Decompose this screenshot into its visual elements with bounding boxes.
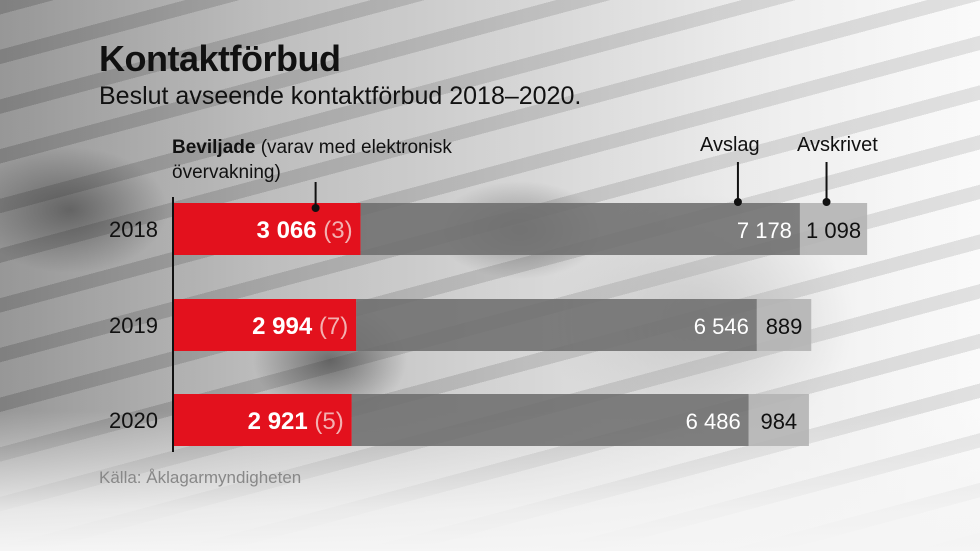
- bar-avskrivet: [799, 203, 868, 255]
- value-electronic-monitoring: (7): [319, 313, 348, 340]
- legend-avskrivet: Avskrivet: [797, 134, 878, 156]
- legend-dot-avslag: [733, 198, 742, 206]
- value-label-avslag: 6 546: [694, 314, 749, 339]
- bar-beviljade: [173, 203, 361, 255]
- value-label-avslag: 6 486: [686, 409, 741, 434]
- legend-beviljade: Beviljade (varav med elektronisk övervak…: [172, 135, 492, 185]
- chart-subtitle: Beslut avseende kontaktförbud 2018–2020.: [99, 82, 582, 110]
- bar-avslag: [356, 299, 757, 351]
- value-electronic-monitoring: (3): [323, 217, 352, 244]
- value-beviljade: 3 066: [257, 217, 324, 244]
- category-label: 2018: [109, 217, 158, 242]
- bar-avslag: [360, 203, 800, 255]
- legend-beviljade-note: (varav med elektronisk övervakning): [172, 137, 452, 183]
- bar-beviljade: [173, 299, 357, 351]
- source-note: Källa: Åklagarmyndigheten: [99, 468, 302, 487]
- value-label-avskrivet: 984: [760, 409, 797, 434]
- value-electronic-monitoring: (5): [314, 408, 343, 435]
- value-beviljade: 2 921: [248, 408, 315, 435]
- bar-avskrivet: [756, 299, 812, 351]
- value-label-avskrivet: 1 098: [806, 218, 861, 243]
- legend-beviljade-label: Beviljade: [172, 137, 256, 158]
- value-label-avskrivet: 889: [766, 314, 803, 339]
- legend-dot-avskrivet: [822, 198, 831, 206]
- chart-title: Kontaktförbud: [99, 38, 341, 79]
- bar-avslag: [351, 394, 749, 446]
- value-label-beviljade: 2 994 (7): [252, 313, 348, 340]
- category-label: 2019: [109, 313, 158, 338]
- bar-avskrivet: [748, 394, 809, 446]
- value-beviljade: 2 994: [252, 313, 319, 340]
- legend-dot-beviljade: [311, 204, 320, 212]
- legend-avslag: Avslag: [700, 134, 760, 156]
- category-label: 2020: [109, 408, 158, 433]
- value-label-avslag: 7 178: [737, 218, 792, 243]
- bar-beviljade: [173, 394, 352, 446]
- value-label-beviljade: 3 066 (3): [257, 217, 353, 244]
- value-label-beviljade: 2 921 (5): [248, 408, 344, 435]
